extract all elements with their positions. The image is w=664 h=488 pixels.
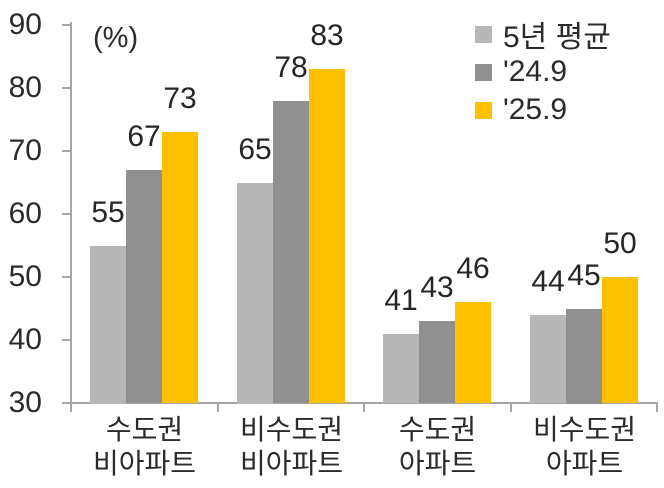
category-label-line: 비아파트 — [239, 448, 344, 479]
category-label-line: 수도권 — [105, 414, 184, 445]
bar-value-label: 65 — [238, 133, 272, 166]
category-label-line: 비수도권 — [239, 414, 344, 445]
bar-value-label: 43 — [420, 271, 454, 304]
y-tick-mark — [62, 87, 71, 89]
bar-value-label: 78 — [274, 51, 308, 84]
bar-value-label: 73 — [163, 82, 197, 115]
bar — [455, 302, 491, 403]
bar — [237, 183, 273, 404]
bar — [566, 309, 602, 404]
category-label: 비수도권 아파트 — [511, 413, 658, 481]
x-tick-mark — [70, 403, 72, 412]
legend-swatch-icon — [475, 63, 492, 81]
bar — [90, 246, 126, 404]
bar-value-label: 46 — [456, 252, 490, 285]
category-label-line: 수도권 — [398, 414, 477, 445]
x-tick-mark — [363, 403, 365, 412]
legend: 5년 평균 '24.9 '25.9 — [475, 15, 611, 129]
bar — [126, 170, 162, 403]
category-label: 비수도권 비아파트 — [218, 413, 365, 481]
bar-value-label: 55 — [91, 196, 125, 229]
y-tick-label: 50 — [8, 260, 42, 293]
bar-value-label: 44 — [531, 265, 565, 298]
y-tick-mark — [62, 276, 71, 278]
x-tick-mark — [217, 403, 219, 412]
legend-swatch-icon — [475, 101, 492, 119]
bar-value-label: 50 — [603, 227, 637, 260]
bar-value-label: 83 — [310, 19, 344, 52]
y-tick-label: 70 — [8, 134, 42, 167]
category-label-line: 비수도권 — [532, 414, 637, 445]
y-tick-label: 80 — [8, 71, 42, 104]
legend-label: 5년 평균 — [503, 21, 611, 54]
bar — [162, 132, 198, 403]
y-tick-label: 40 — [8, 323, 42, 356]
y-tick-mark — [62, 150, 71, 152]
bar — [309, 69, 345, 403]
category-label: 수도권 아파트 — [364, 413, 511, 481]
y-axis-unit-label: (%) — [93, 22, 139, 54]
legend-label: '24.9 — [503, 55, 568, 88]
legend-item: '24.9 — [475, 53, 611, 91]
y-tick-mark — [62, 24, 71, 26]
bar-value-label: 67 — [127, 120, 161, 153]
y-tick-label: 90 — [8, 8, 42, 41]
y-tick-mark — [62, 339, 71, 341]
y-tick-label: 30 — [8, 386, 42, 419]
bar-value-label: 41 — [384, 284, 418, 317]
category-label-line: 비아파트 — [92, 448, 197, 479]
bar — [530, 315, 566, 403]
legend-label: '25.9 — [503, 93, 568, 126]
y-tick-mark — [62, 213, 71, 215]
y-tick-mark — [62, 402, 71, 404]
y-axis-line — [70, 22, 72, 404]
legend-swatch-icon — [475, 25, 492, 43]
x-tick-mark — [510, 403, 512, 412]
bar — [273, 101, 309, 403]
category-label: 수도권 비아파트 — [71, 413, 218, 481]
x-tick-mark — [656, 403, 658, 412]
legend-item: '25.9 — [475, 91, 611, 129]
bar — [383, 334, 419, 403]
category-label-line: 아파트 — [398, 448, 477, 479]
bar — [419, 321, 455, 403]
legend-item: 5년 평균 — [475, 15, 611, 54]
y-tick-label: 60 — [8, 197, 42, 230]
bar — [602, 277, 638, 403]
category-label-line: 아파트 — [545, 448, 624, 479]
bar-value-label: 45 — [567, 259, 601, 292]
